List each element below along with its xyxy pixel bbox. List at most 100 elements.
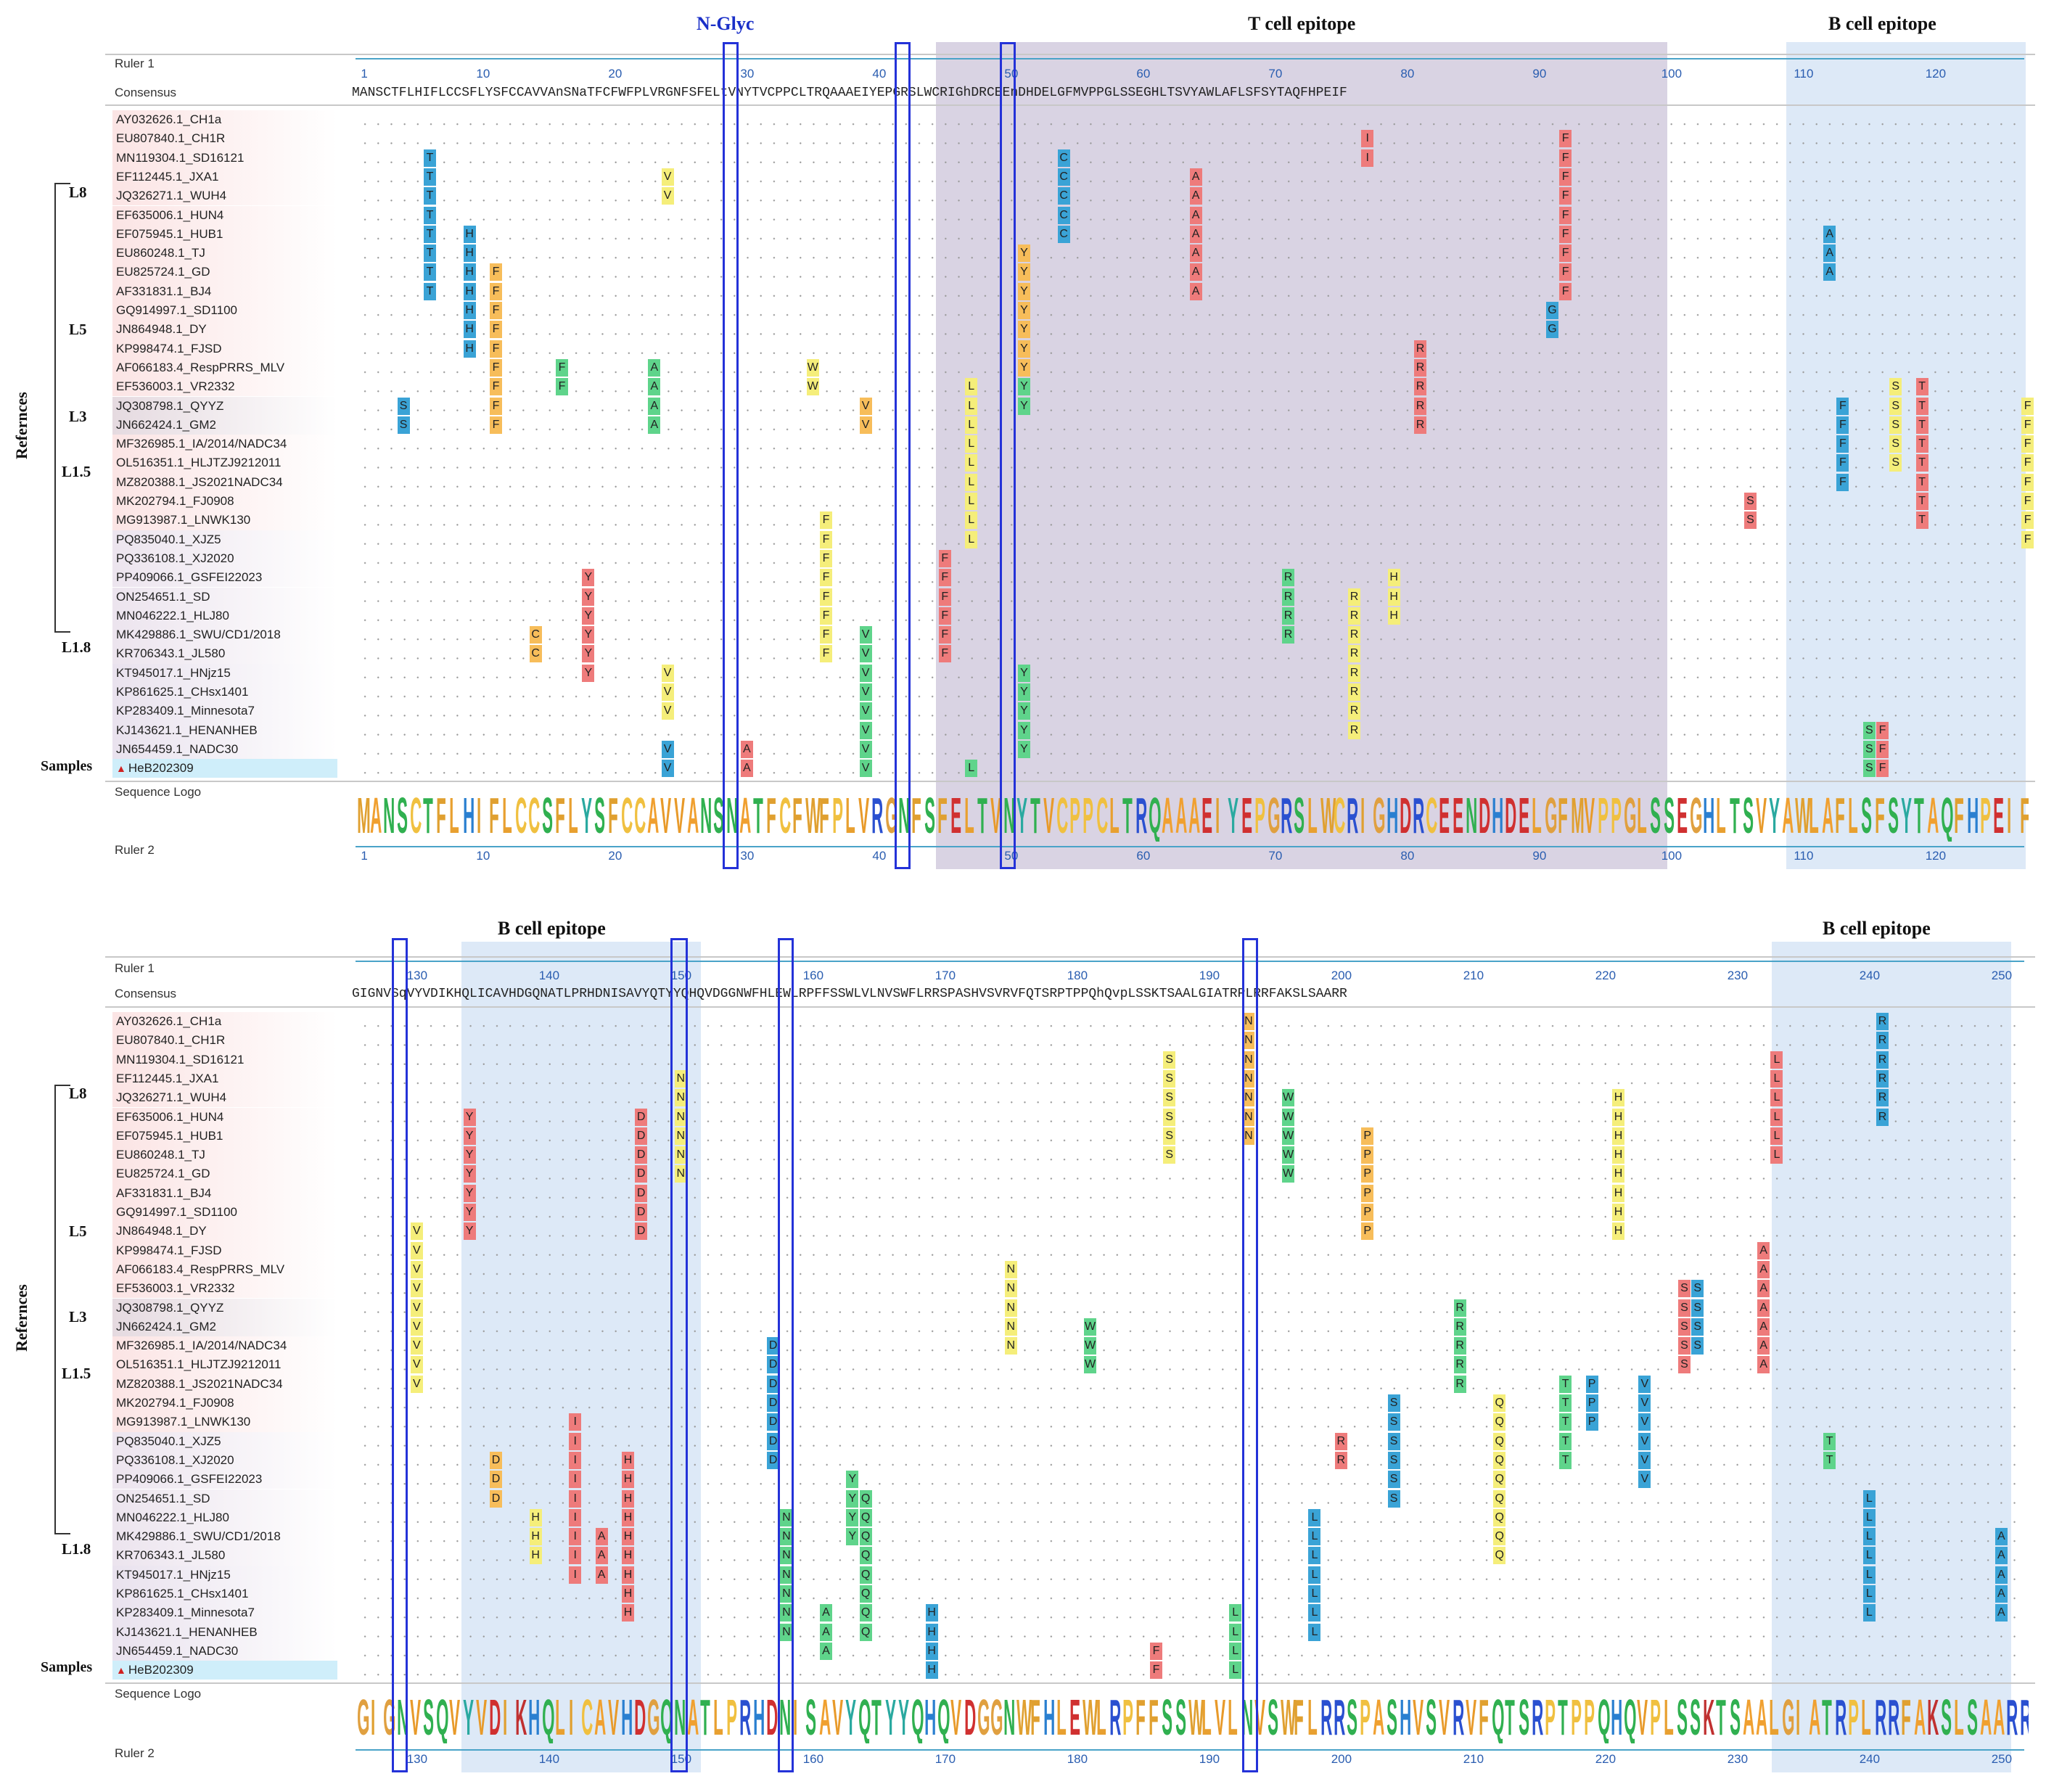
sequence-name[interactable]: MF326985.1_IA/2014/NADC34 (116, 437, 287, 451)
sequence-name[interactable]: EU825724.1_GD (116, 1167, 210, 1181)
sequence-name[interactable]: MK202794.1_FJ0908 (116, 1396, 234, 1410)
sequence-name[interactable]: KR706343.1_JL580 (116, 1548, 226, 1563)
sequence-name[interactable]: MK202794.1_FJ0908 (116, 494, 234, 508)
variant-cell: Y (1018, 321, 1030, 339)
sequence-name[interactable]: EF112445.1_JXA1 (116, 169, 219, 184)
ruler-tick-label: 170 (934, 969, 956, 982)
variant-cell: F (1836, 397, 1849, 415)
sequence-name[interactable]: KJ143621.1_HENANHEB (116, 1624, 258, 1639)
sequence-name[interactable]: JQ308798.1_QYYZ (116, 398, 224, 413)
sequence-name[interactable]: PP409066.1_GSFEI22023 (116, 1472, 263, 1487)
sequence-name[interactable]: EU825724.1_GD (116, 265, 210, 279)
sequence-name[interactable]: EF075945.1_HUB1 (116, 226, 223, 241)
variant-cell: H (529, 1547, 542, 1565)
variant-cell: I (569, 1566, 582, 1584)
sequence-name[interactable]: EU807840.1_CH1R (116, 1033, 226, 1048)
variant-cell: S (1678, 1318, 1691, 1336)
sequence-name[interactable]: JN662424.1_GM2 (116, 417, 216, 432)
sequence-name[interactable]: JN662424.1_GM2 (116, 1319, 216, 1333)
sequence-name[interactable]: EF112445.1_JXA1 (116, 1071, 219, 1085)
sequence-name[interactable]: ON254651.1_SD (116, 1491, 210, 1505)
sequence-name[interactable]: JN864948.1_DY (116, 1224, 207, 1238)
nglyc-box-5 (670, 938, 688, 1772)
sequence-name[interactable]: JQ326271.1_WUH4 (116, 189, 227, 203)
variant-cell: A (1823, 244, 1836, 263)
variant-cell: R (1348, 645, 1360, 663)
sequence-name[interactable]: AF066183.4_RespPRRS_MLV (116, 1262, 285, 1276)
variant-cell: T (424, 282, 436, 300)
sequence-name[interactable]: MK429886.1_SWU/CD1/2018 (116, 628, 281, 642)
sequence-name[interactable]: JN654459.1_NADC30 (116, 1643, 239, 1658)
variant-cell: Y (1018, 378, 1030, 396)
variant-cell: H (1612, 1184, 1624, 1202)
sequence-name-bg (112, 1394, 337, 1413)
sequence-name[interactable]: MF326985.1_IA/2014/NADC34 (116, 1339, 287, 1353)
sequence-name[interactable]: PP409066.1_GSFEI22023 (116, 570, 263, 585)
samples-label-bottom: Samples (41, 1659, 93, 1675)
sequence-name[interactable]: KP861625.1_CHsx1401 (116, 1587, 249, 1600)
variant-cell: T (1559, 1375, 1572, 1393)
variant-cell: S (1678, 1299, 1691, 1317)
sequence-name[interactable]: MG913987.1_LNWK130 (116, 1415, 251, 1429)
sample-name[interactable]: ▲ HeB202309 (116, 761, 194, 776)
sequence-name[interactable]: MN046222.1_HLJ80 (116, 608, 229, 622)
sequence-name[interactable]: KP283409.1_Minnesota7 (116, 704, 255, 718)
sequence-name[interactable]: KR706343.1_JL580 (116, 646, 226, 661)
sequence-name[interactable]: MN119304.1_SD16121 (116, 150, 245, 165)
variant-cell: F (1559, 244, 1572, 263)
variant-cell: D (635, 1184, 648, 1202)
sample-name[interactable]: ▲ HeB202309 (116, 1663, 194, 1677)
sequence-name[interactable]: JQ326271.1_WUH4 (116, 1090, 227, 1105)
sequence-name[interactable]: MZ820388.1_JS2021NADC34 (116, 1376, 283, 1391)
sequence-name[interactable]: OL516351.1_HLJTZJ9212011 (116, 1357, 282, 1372)
ruler-tick-label: 40 (872, 849, 887, 863)
sequence-name[interactable]: JN864948.1_DY (116, 322, 207, 337)
sequence-name[interactable]: JQ308798.1_QYYZ (116, 1300, 224, 1315)
variant-cell: P (1585, 1413, 1598, 1431)
sequence-name[interactable]: MZ820388.1_JS2021NADC34 (116, 474, 283, 489)
variant-cell: V (410, 1241, 423, 1259)
sequence-name[interactable]: EF635006.1_HUN4 (116, 1109, 224, 1124)
sequence-name[interactable]: KP283409.1_Minnesota7 (116, 1606, 255, 1620)
variant-cell: Y (582, 626, 595, 644)
sequence-name[interactable]: MN119304.1_SD16121 (116, 1052, 245, 1066)
sequence-name[interactable]: KP998474.1_FJSD (116, 1243, 222, 1257)
sequence-name[interactable]: JN654459.1_NADC30 (116, 741, 239, 756)
variant-cell: V (859, 760, 872, 778)
sequence-name[interactable]: EF536003.1_VR2332 (116, 1281, 235, 1296)
sequence-name[interactable]: OL516351.1_HLJTZJ9212011 (116, 456, 282, 470)
sequence-name[interactable]: AF331831.1_BJ4 (116, 284, 212, 298)
sample-row-bg (112, 1661, 337, 1680)
sequence-name[interactable]: PQ835040.1_XJZ5 (116, 1434, 221, 1448)
sequence-name[interactable]: KT945017.1_HNjz15 (116, 1567, 231, 1582)
variant-cell: L (1862, 1604, 1876, 1622)
sequence-name[interactable]: EF075945.1_HUB1 (116, 1128, 223, 1143)
variant-cell: W (1282, 1165, 1294, 1183)
sequence-name[interactable]: EF536003.1_VR2332 (116, 379, 235, 394)
sequence-name[interactable]: EF635006.1_HUN4 (116, 207, 224, 222)
sequence-name[interactable]: PQ835040.1_XJZ5 (116, 532, 221, 546)
sequence-name[interactable]: ON254651.1_SD (116, 589, 210, 604)
sequence-name[interactable]: KJ143621.1_HENANHEB (116, 723, 258, 737)
sequence-name[interactable]: AY032626.1_CH1a (116, 1014, 222, 1028)
sequence-name[interactable]: EU860248.1_TJ (116, 1148, 205, 1162)
sequence-name[interactable]: KP861625.1_CHsx1401 (116, 685, 249, 699)
variant-cell: A (1823, 263, 1836, 281)
sequence-name[interactable]: MG913987.1_LNWK130 (116, 513, 251, 527)
sequence-name[interactable]: PQ336108.1_XJ2020 (116, 551, 234, 565)
sequence-name[interactable]: GQ914997.1_SD1100 (116, 1205, 237, 1219)
sequence-name[interactable]: EU860248.1_TJ (116, 246, 205, 260)
variant-cell: V (661, 664, 674, 682)
variant-cell: S (1691, 1299, 1704, 1317)
sequence-name[interactable]: PQ336108.1_XJ2020 (116, 1452, 234, 1467)
sequence-name[interactable]: MK429886.1_SWU/CD1/2018 (116, 1529, 281, 1544)
sequence-name[interactable]: AY032626.1_CH1a (116, 112, 222, 126)
variant-cell: H (1612, 1165, 1624, 1183)
sequence-name[interactable]: GQ914997.1_SD1100 (116, 303, 237, 317)
sequence-name[interactable]: AF331831.1_BJ4 (116, 1185, 212, 1200)
sequence-name[interactable]: AF066183.4_RespPRRS_MLV (116, 360, 285, 374)
sequence-name[interactable]: MN046222.1_HLJ80 (116, 1510, 229, 1524)
sequence-name[interactable]: KP998474.1_FJSD (116, 341, 222, 355)
sequence-name[interactable]: KT945017.1_HNjz15 (116, 665, 231, 680)
sequence-name[interactable]: EU807840.1_CH1R (116, 131, 226, 146)
